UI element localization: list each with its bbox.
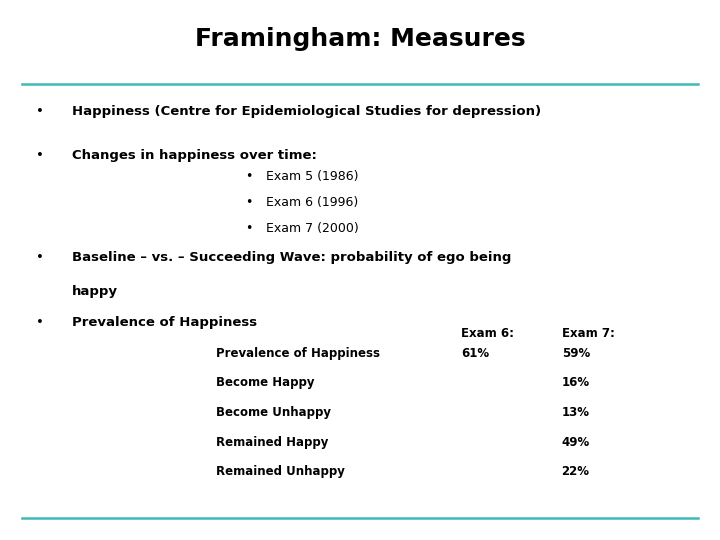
Text: Framingham: Measures: Framingham: Measures: [194, 27, 526, 51]
Text: Exam 6:: Exam 6:: [461, 327, 514, 340]
Text: 13%: 13%: [562, 406, 590, 419]
Text: •: •: [245, 170, 252, 183]
Text: 59%: 59%: [562, 347, 590, 360]
Text: •: •: [245, 222, 252, 235]
Text: 61%: 61%: [461, 347, 489, 360]
Text: Exam 6 (1996): Exam 6 (1996): [266, 196, 359, 209]
Text: 22%: 22%: [562, 465, 590, 478]
Text: Become Unhappy: Become Unhappy: [216, 406, 331, 419]
Text: Exam 7:: Exam 7:: [562, 327, 614, 340]
Text: •: •: [245, 196, 252, 209]
Text: 49%: 49%: [562, 436, 590, 449]
Text: 16%: 16%: [562, 376, 590, 389]
Text: Exam 7 (2000): Exam 7 (2000): [266, 222, 359, 235]
Text: Happiness (Centre for Epidemiological Studies for depression): Happiness (Centre for Epidemiological St…: [72, 105, 541, 118]
Text: happy: happy: [72, 285, 118, 298]
Text: •: •: [36, 316, 44, 329]
Text: Exam 5 (1986): Exam 5 (1986): [266, 170, 359, 183]
Text: Remained Unhappy: Remained Unhappy: [216, 465, 345, 478]
Text: •: •: [36, 251, 44, 264]
Text: •: •: [36, 148, 44, 161]
Text: Prevalence of Happiness: Prevalence of Happiness: [72, 316, 257, 329]
Text: Remained Happy: Remained Happy: [216, 436, 328, 449]
Text: •: •: [36, 105, 44, 118]
Text: Baseline – vs. – Succeeding Wave: probability of ego being: Baseline – vs. – Succeeding Wave: probab…: [72, 251, 511, 264]
Text: Prevalence of Happiness: Prevalence of Happiness: [216, 347, 380, 360]
Text: Become Happy: Become Happy: [216, 376, 315, 389]
Text: Changes in happiness over time:: Changes in happiness over time:: [72, 148, 317, 161]
